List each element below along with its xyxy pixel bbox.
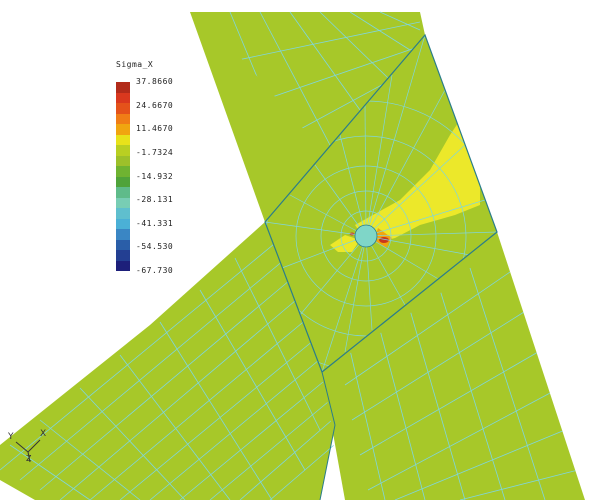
- joint-region: [264, 33, 498, 373]
- triad-z-label: Z: [26, 454, 32, 463]
- triad-y-label: Y: [8, 432, 14, 442]
- legend-swatch: [116, 155, 130, 166]
- legend-swatch: [116, 208, 130, 219]
- legend-level-label: 37.8660: [136, 77, 174, 86]
- coordinate-triad: X Y Z: [0, 418, 60, 468]
- stress-legend: Sigma_X 37.8660 24.6670 11.4670 -1.7324 -14.…: [108, 60, 198, 290]
- legend-swatch: [116, 197, 130, 208]
- legend-level-label: 11.4670: [136, 124, 174, 134]
- legend-swatch: [116, 145, 130, 156]
- legend-swatch: [116, 239, 130, 250]
- legend-level-label: 24.6670: [136, 100, 174, 110]
- beam-edges: [319, 371, 336, 500]
- joint-outline: [264, 33, 498, 373]
- joint-mesh: [265, 35, 497, 372]
- legend-swatch: [116, 134, 130, 145]
- legend-level-label: -41.331: [136, 218, 174, 228]
- legend-swatch: [116, 187, 130, 198]
- left-beam-mesh: [0, 235, 335, 500]
- legend-swatch: [116, 176, 130, 187]
- legend-swatch: [116, 103, 130, 114]
- legend-swatch: [116, 124, 130, 135]
- legend-title: Sigma_X: [116, 60, 154, 69]
- legend-swatch: [116, 82, 130, 93]
- legend-level-label: -28.131: [136, 195, 174, 205]
- bolt-hole: [354, 224, 378, 248]
- legend-level-label: -1.7324: [136, 147, 174, 157]
- joint-stress-contour: [330, 120, 480, 252]
- legend-level-label: -14.932: [136, 171, 174, 181]
- right-beam: [190, 11, 585, 500]
- legend-level-label: -54.530: [136, 242, 174, 252]
- triad-x-label: X: [40, 429, 47, 439]
- legend-level-label: -67.730: [136, 266, 174, 275]
- legend-swatch: [116, 260, 130, 271]
- triad-axes-icon: [15, 439, 41, 463]
- legend-swatch: [116, 113, 130, 124]
- legend-swatch: [116, 229, 130, 240]
- right-beam-lower-face: [322, 232, 585, 500]
- left-beam: [0, 222, 335, 500]
- legend-swatch: [116, 92, 130, 103]
- legend-swatch: [116, 218, 130, 229]
- legend-swatch: [116, 250, 130, 261]
- legend-swatch: [116, 166, 130, 177]
